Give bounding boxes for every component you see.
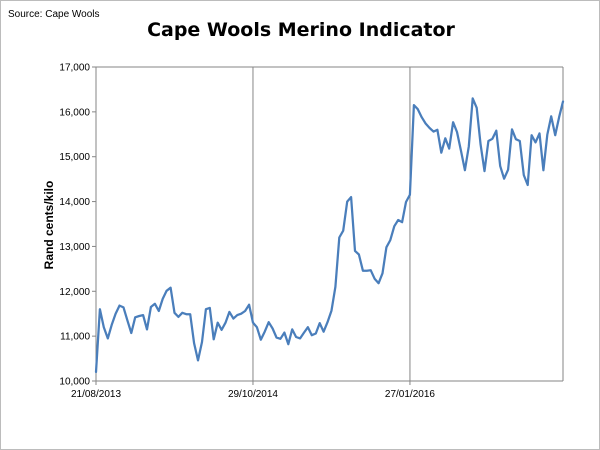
- x-tick-label: 27/01/2016: [385, 389, 435, 400]
- grid-layer: [252, 67, 411, 381]
- y-tick-label: 10,000: [59, 377, 90, 388]
- y-tick-label: 13,000: [59, 242, 90, 253]
- y-tick-label: 12,000: [59, 287, 90, 298]
- y-tick-label: 11,000: [60, 332, 90, 343]
- y-tick-label: 15,000: [59, 152, 90, 163]
- x-tick-label: 29/10/2014: [228, 389, 278, 400]
- tick-label-layer: 10,000 11,000 12,000 13,000 14,000 15,000 16,0…: [59, 63, 435, 401]
- chart-title: Cape Wools Merino Indicator: [147, 19, 455, 41]
- source-note: Source: Cape Wools: [8, 9, 100, 20]
- series-line-0: [94, 97, 565, 374]
- y-tick-label: 14,000: [59, 197, 90, 208]
- series-layer: [94, 97, 565, 374]
- x-tick-label: 21/08/2013: [71, 389, 121, 400]
- y-tick-label: 16,000: [59, 107, 90, 118]
- y-tick-label: 17,000: [59, 63, 90, 74]
- axis-layer: [92, 66, 564, 385]
